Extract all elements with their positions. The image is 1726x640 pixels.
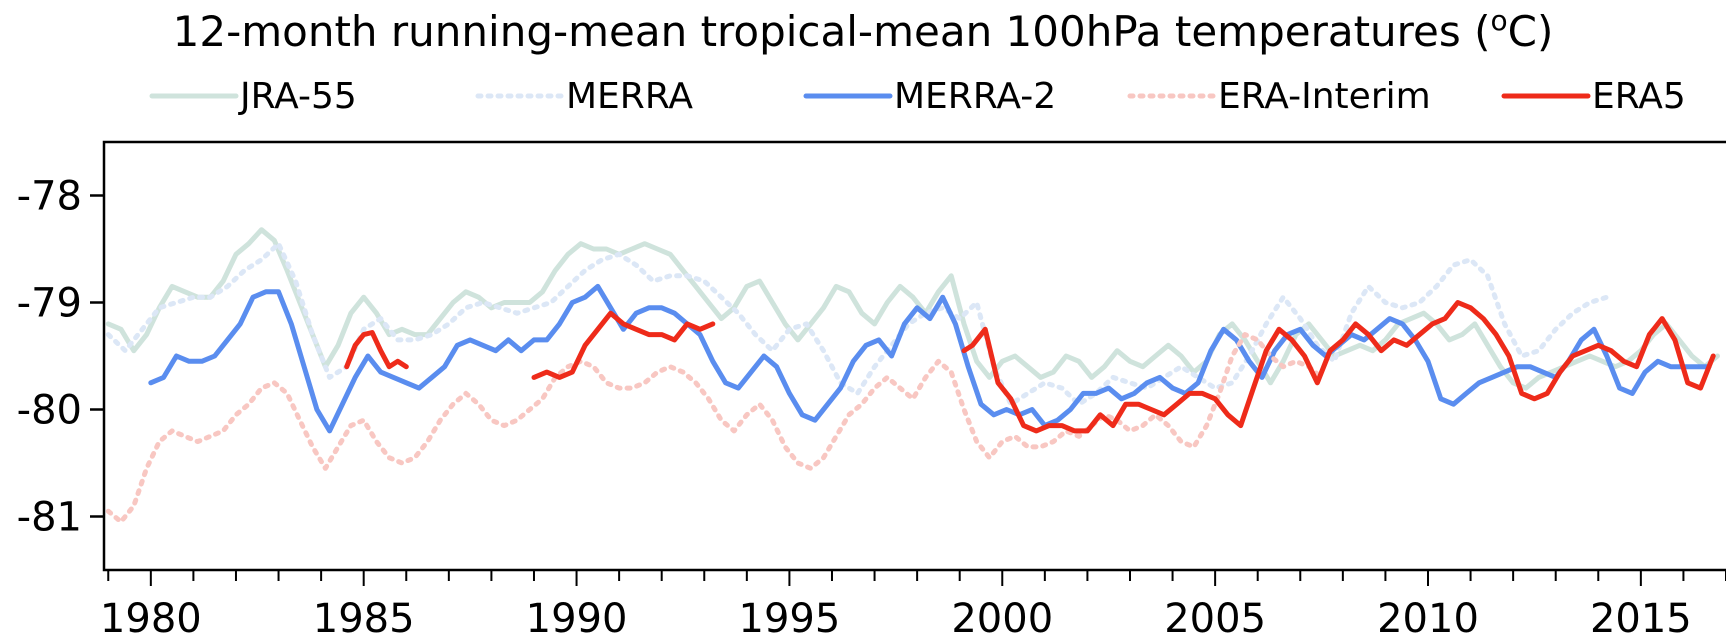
legend-label-era5: ERA5 bbox=[1592, 76, 1686, 117]
legend-label-jra55: JRA-55 bbox=[238, 76, 357, 117]
series-line-jra55 bbox=[105, 227, 1720, 391]
x-tick-label: 2005 bbox=[1164, 596, 1266, 640]
legend-label-merra2: MERRA-2 bbox=[894, 76, 1056, 117]
series-line-era5-seg2 bbox=[531, 310, 716, 380]
series-line-merra2 bbox=[148, 283, 1712, 434]
x-tick-label: 1985 bbox=[313, 596, 415, 640]
series-layer bbox=[105, 227, 1720, 525]
chart-title-suffix: C) bbox=[1508, 7, 1554, 56]
legend: JRA-55 MERRA MERRA-2 ERA-Interim ERA5 bbox=[149, 76, 1686, 117]
plot-frame bbox=[102, 140, 1726, 572]
axes-layer: -78 -79 -80 -81 1980 1985 1990 1995 2000 2005 2010… bbox=[17, 140, 1726, 640]
chart-title: 12-month running-mean tropical-mean 100h… bbox=[173, 4, 1554, 57]
chart-title-superscript: o bbox=[1490, 4, 1507, 37]
x-tick-label: 2015 bbox=[1590, 596, 1692, 640]
y-tick-label: -78 bbox=[17, 174, 82, 220]
series-line-era5-seg3 bbox=[961, 300, 1716, 434]
legend-label-merra: MERRA bbox=[566, 76, 693, 117]
y-tick-label: -79 bbox=[17, 281, 82, 327]
series-line-era5-seg1 bbox=[344, 330, 409, 370]
x-tick-label: 1980 bbox=[100, 596, 202, 640]
y-tick-label: -80 bbox=[17, 388, 82, 434]
x-tick-label: 1990 bbox=[526, 596, 628, 640]
chart-title-main: 12-month running-mean tropical-mean 100h… bbox=[173, 7, 1491, 56]
x-tick-label: 2000 bbox=[951, 596, 1053, 640]
legend-label-era-interim: ERA-Interim bbox=[1218, 76, 1431, 117]
series-line-erainterim bbox=[105, 332, 1325, 525]
x-tick-label: 2010 bbox=[1377, 596, 1479, 640]
x-tick-label: 1995 bbox=[739, 596, 841, 640]
y-tick-label: -81 bbox=[17, 495, 82, 541]
